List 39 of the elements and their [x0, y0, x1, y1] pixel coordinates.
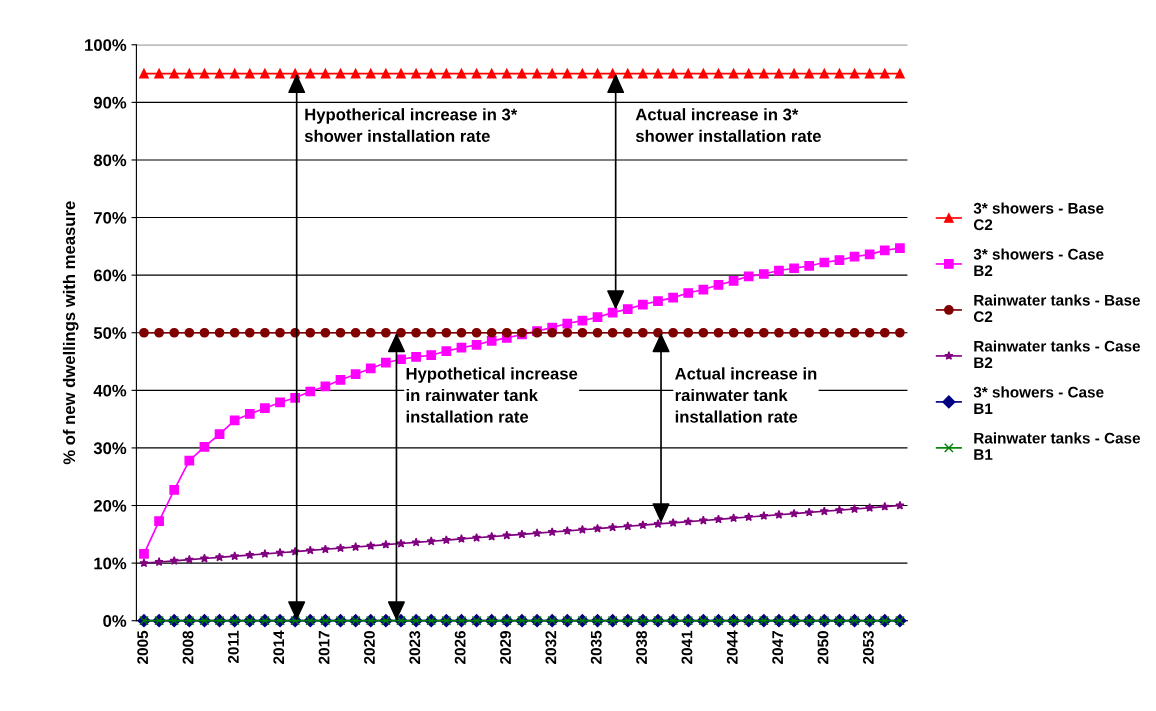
x-tick-label: 2035 — [590, 630, 602, 664]
x-tick-label: 2047 — [772, 631, 784, 664]
legend-label: Rainwater tanks - Case B2 — [974, 340, 1141, 368]
y-tick-label: 100% — [85, 39, 127, 51]
x-tick-label: 2038 — [636, 630, 648, 664]
annotation: Hypotherical increase in 3* shower installation rate — [304, 108, 518, 142]
x-tick-label: 2023 — [409, 630, 421, 664]
x-tick-label: 2041 — [681, 630, 693, 664]
x-tick-label: 2032 — [545, 631, 557, 664]
y-tick-label: 80% — [93, 154, 127, 167]
x-tick-label: 2029 — [500, 630, 511, 664]
annotation: Actual increase in 3* shower installation rate — [635, 108, 821, 142]
annotation: Actual increase in rainwater tank installation rate — [675, 367, 817, 423]
y-tick-label: 0% — [103, 615, 127, 627]
x-tick-label: 2020 — [364, 631, 375, 664]
y-tick-label: 40% — [93, 384, 127, 397]
legend-label: Rainwater tanks - Base C2 — [973, 294, 1141, 323]
x-tick-label: 2008 — [182, 630, 194, 664]
x-tick-label: 2014 — [273, 630, 285, 664]
x-tick-label: 2050 — [817, 631, 829, 664]
x-tick-label: 2026 — [454, 630, 466, 664]
x-tick-label: 2005 — [137, 630, 149, 664]
x-tick-label: 2044 — [726, 630, 738, 664]
legend-label: 3* showers - Case B2 — [973, 248, 1104, 276]
y-tick-label: 20% — [93, 499, 127, 512]
y-tick-label: 10% — [94, 557, 127, 570]
x-tick-label: 2017 — [318, 631, 330, 664]
legend-label: Rainwater tanks - Case B1 — [974, 432, 1141, 460]
legend-label: 3* showers - Case B1 — [973, 386, 1104, 414]
x-tick-label: 2011 — [227, 630, 239, 664]
y-tick-label: 70% — [94, 211, 127, 224]
y-axis-title: % of new dwellings with measure — [62, 201, 79, 465]
y-tick-label: 90% — [93, 96, 127, 109]
legend-label: 3* showers - Base C2 — [973, 202, 1104, 231]
y-tick-label: 50% — [93, 327, 127, 339]
annotation: Hypothetical increase in rainwater tank installation rate — [406, 367, 578, 423]
y-tick-label: 60% — [93, 269, 127, 282]
y-tick-label: 30% — [93, 442, 127, 455]
x-tick-label: 2053 — [862, 630, 874, 664]
